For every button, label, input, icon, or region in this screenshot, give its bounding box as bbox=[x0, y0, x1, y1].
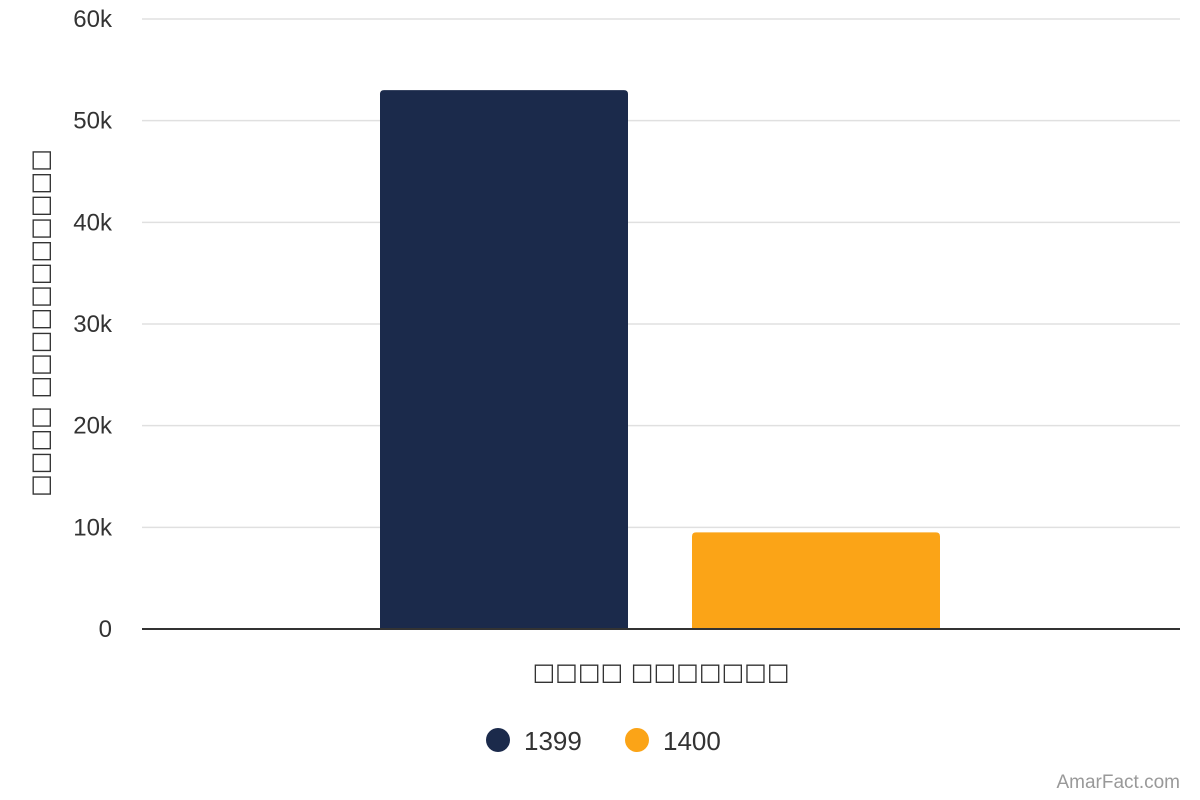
gridlines bbox=[142, 18, 1180, 529]
x-axis-label: □□□□ □□□□□□□ bbox=[532, 658, 789, 686]
y-tick-labels: 0 10k 20k 30k 40k 50k 60k bbox=[73, 6, 113, 643]
credit-text: AmarFact.com bbox=[1056, 772, 1180, 793]
legend-label-1400: 1400 bbox=[663, 726, 721, 756]
y-tick-label: 40k bbox=[73, 209, 113, 236]
bars bbox=[380, 90, 940, 629]
legend: 1399 1400 bbox=[486, 726, 721, 756]
y-tick-label: 20k bbox=[73, 413, 113, 440]
y-tick-label: 60k bbox=[73, 6, 113, 33]
y-axis-label: □□□□ □□□□□□□□□□□ bbox=[26, 149, 54, 497]
y-tick-label: 50k bbox=[73, 108, 113, 135]
y-tick-label: 0 bbox=[99, 616, 112, 643]
legend-marker-1399 bbox=[486, 728, 510, 752]
legend-marker-1400 bbox=[625, 728, 649, 752]
bar-1400 bbox=[692, 532, 940, 629]
y-tick-label: 10k bbox=[73, 514, 113, 541]
y-tick-label: 30k bbox=[73, 311, 113, 338]
legend-label-1399: 1399 bbox=[524, 726, 582, 756]
bar-1399 bbox=[380, 90, 628, 629]
